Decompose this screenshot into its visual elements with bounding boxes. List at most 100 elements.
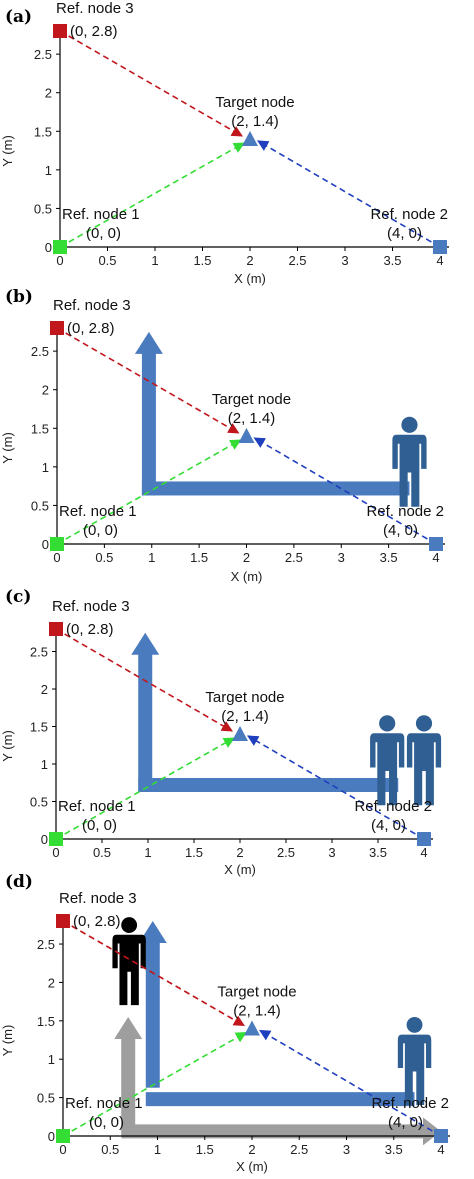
x-tick-label: 1 [151,253,158,268]
ref-node-3-label: Ref. node 3 [56,0,134,17]
blue-vertical-arrow-head [138,921,167,943]
ref-node-3-label: Ref. node 3 [53,297,131,314]
grey-vertical-arrow-head [114,1016,143,1039]
ref3-to-target-line [59,30,243,137]
ref-node-2-coord: (4, 0) [388,1114,423,1131]
ref-node-2-label: Ref. node 2 [371,1095,449,1112]
y-tick-label: 2.5 [34,47,52,62]
ref1-to-target-line [55,737,235,840]
x-tick-label: 3.5 [383,253,401,268]
target-node-coord: (2, 1.4) [221,708,269,725]
x-tick-label: 0.5 [98,253,116,268]
ref-node-3-marker [56,914,70,928]
ref-node-3-label: Ref. node 3 [59,890,137,907]
y-tick-label: 1 [45,163,52,178]
target-node-marker [244,1020,260,1036]
ref-node-2-label: Ref. node 2 [370,206,448,223]
x-tick-label: 2.5 [277,845,295,860]
panel-c: (c) 0 0.5 1 1.5 2 2.5 3 3.5 4 0 0.5 1 1.5 2 2.5 X (m) Y (… [0,587,442,877]
x-tick-label: 0 [53,550,60,565]
y-tick-label: 2 [42,383,49,398]
ref-node-3-coord: (0, 2.8) [67,320,115,337]
x-tick-label: 4 [432,550,439,565]
x-tick-label: 3 [341,253,348,268]
x-tick-label: 0 [56,253,63,268]
person-icon-2 [406,715,442,806]
ref-node-1-coord: (0, 0) [83,522,118,539]
x-axis-label: X (m) [224,862,256,877]
y-axis-label: Y (m) [0,135,15,167]
blue-horizontal-arrow-shaft [145,1092,415,1107]
target-node-marker [232,726,248,741]
ref-node-2-coord: (4, 0) [383,522,418,539]
x-tick-label: 2 [243,550,250,565]
ref1-to-target-line [62,1031,247,1137]
target-node-marker [238,428,255,443]
y-tick-label: 2.5 [37,937,55,952]
y-tick-label: 1.5 [37,1014,55,1029]
panel-d: (d) 0 0.5 1 1.5 2 2.5 3 3.5 4 0 0.5 1 1.5 2 2.5 X (m) Y (… [0,872,450,1174]
target-node-coord: (2, 1.4) [228,410,276,427]
target-node-label: Target node [205,689,284,706]
person-icon-1-body [370,733,405,806]
y-tick-label: 1 [41,757,48,772]
y-tick-label: 1.5 [34,124,52,139]
panel-label: (c) [5,587,31,607]
ref2-to-target-line [257,140,441,248]
ref-node-2-marker [429,537,443,551]
ref-node-1-marker [56,1129,70,1143]
x-tick-label: 2 [236,845,243,860]
person-icon-2-head [415,715,433,732]
x-tick-label: 1.5 [190,550,208,565]
y-tick-label: 1 [48,1052,55,1067]
x-tick-label: 3.5 [369,845,387,860]
y-axis-label: Y (m) [0,432,15,464]
person-icon-head [401,416,418,433]
ref-node-1-marker [49,832,63,846]
y-tick-label: 2 [41,682,48,697]
target-node-coord: (2, 1.4) [231,113,279,130]
ref-node-2-label: Ref. node 2 [366,503,444,520]
blue-vertical-arrow-head [131,632,160,655]
x-tick-label: 3 [338,550,345,565]
x-tick-label: 2.5 [285,550,303,565]
blue-horizontal-arrow-shaft [138,778,399,792]
y-tick-label: 0.5 [37,1091,55,1106]
ref-node-2-marker [434,1129,448,1143]
x-tick-label: 0 [52,845,59,860]
x-tick-label: 2 [246,253,253,268]
blue-vertical-arrow-head [134,331,163,354]
target-node-label: Target node [215,94,294,111]
y-tick-label: 0.5 [30,795,48,810]
ref1-to-target-line [59,142,245,248]
y-tick-label: 0 [42,537,49,552]
grey-horizontal-arrow-shaft [121,1124,423,1139]
target-node-label: Target node [217,984,296,1001]
x-tick-label: 3.5 [385,1142,403,1157]
y-tick-label: 2.5 [31,344,49,359]
y-tick-label: 0 [45,240,52,255]
y-tick-label: 2 [48,975,55,990]
person-icon-black-body [112,934,146,1006]
x-tick-label: 1.5 [196,1142,214,1157]
x-tick-label: 3 [343,1142,350,1157]
person-icon [392,416,427,507]
ref2-to-target-line [259,1029,442,1137]
ref-node-3-label: Ref. node 3 [52,598,130,615]
person-icon-black-head [121,917,138,934]
person-icon-1-head [379,715,396,732]
grey-vertical-arrow-shaft [121,1036,136,1138]
ref-node-3-marker [49,622,63,636]
ref-node-3-coord: (0, 2.8) [66,621,114,638]
x-tick-label: 2.5 [288,253,306,268]
y-tick-label: 0.5 [31,498,49,513]
ref3-to-target-line [56,327,240,434]
x-tick-label: 1 [144,845,151,860]
target-node-marker [242,131,258,146]
panel-label: (d) [5,872,33,892]
ref-node-3-coord: (0, 2.8) [70,23,118,40]
person-icon-blue [397,1016,432,1105]
y-tick-label: 2 [45,86,52,101]
ref-node-2-marker [433,240,447,254]
